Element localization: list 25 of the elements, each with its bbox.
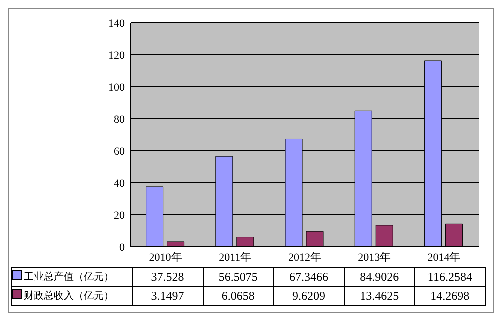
data-label: 37.528: [132, 268, 204, 286]
x-tick-label: 2011年: [219, 252, 252, 264]
x-tick-label: 2010年: [149, 252, 182, 264]
y-tick-label: 20: [114, 210, 126, 222]
legend-label: 财政总收入（亿元）: [12, 286, 132, 306]
y-tick-label: 60: [114, 146, 126, 158]
legend-label: 工业总产值（亿元）: [12, 268, 132, 286]
data-label: 56.5075: [203, 268, 274, 286]
y-tick-label: 0: [120, 242, 126, 254]
y-tick-label: 100: [108, 82, 126, 94]
x-tick-label: 2012年: [288, 252, 322, 264]
data-label: 84.9026: [344, 268, 415, 286]
y-tick-label: 140: [108, 18, 126, 30]
data-label: 9.6209: [274, 286, 344, 306]
x-tick-label: 2013年: [358, 252, 392, 264]
data-label: 116.2584: [414, 268, 486, 286]
data-label: 67.3466: [274, 268, 344, 286]
data-label: 14.2698: [414, 286, 486, 306]
data-label: 6.0658: [203, 286, 274, 306]
y-tick-label: 80: [114, 114, 126, 126]
y-tick-label: 40: [114, 178, 126, 190]
data-label: 3.1497: [132, 286, 204, 306]
y-tick-label: 120: [108, 50, 126, 62]
x-tick-label: 2014年: [428, 252, 461, 264]
data-label: 13.4625: [344, 286, 415, 306]
